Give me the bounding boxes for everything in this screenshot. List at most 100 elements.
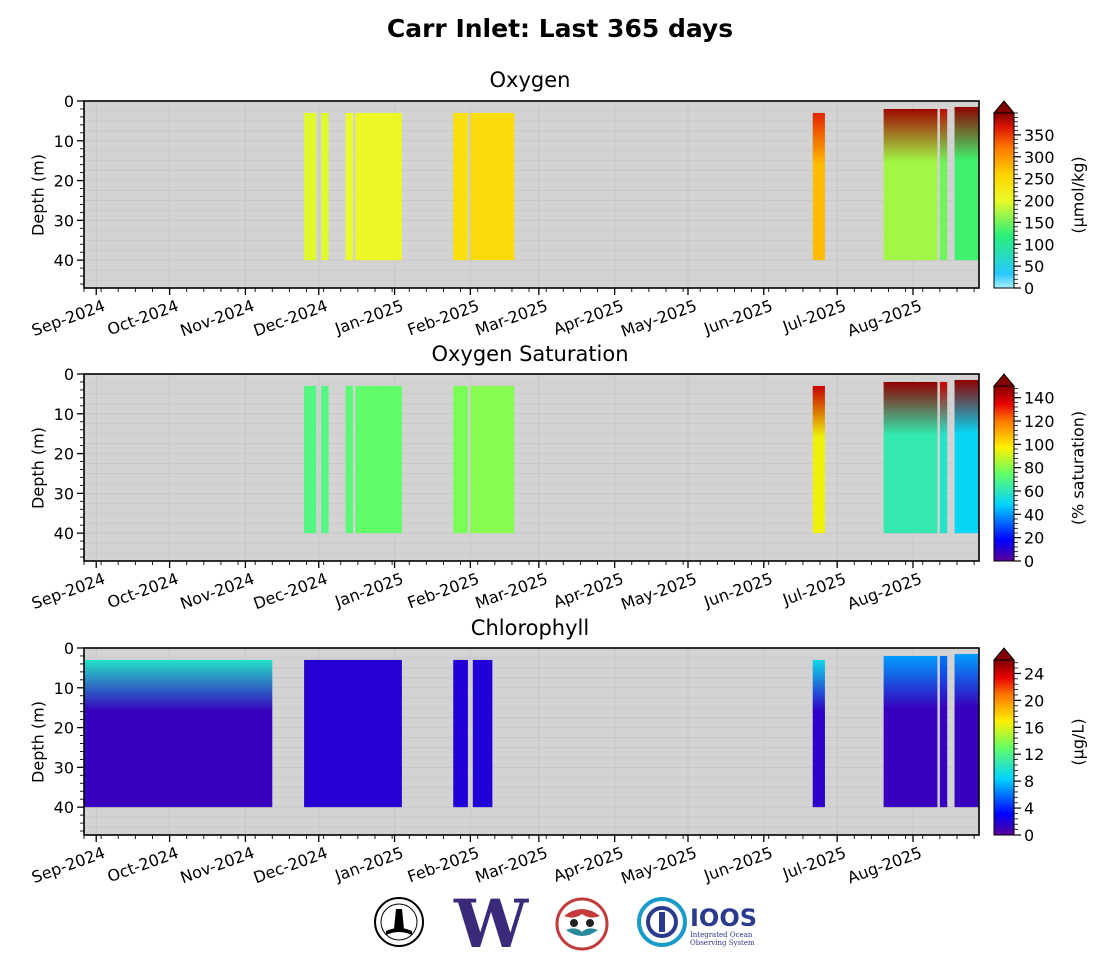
y-tick-label: 40 [54,251,74,270]
data-segment [812,385,825,534]
data-segment [470,112,515,261]
y-tick-label: 20 [54,445,74,464]
x-tick-label: Jul-2025 [779,843,848,884]
x-tick-label: Feb-2025 [405,569,482,612]
colorbar-tick-label: 80 [1024,459,1044,478]
data-segment [939,108,948,261]
x-tick-label: Aug-2025 [845,843,925,887]
ioos-ring-icon [637,897,687,947]
data-segment [345,385,353,534]
data-segment [304,385,317,534]
uw-letter: W [453,895,529,951]
colorbar-extend-max [992,373,1016,387]
x-tick-label: Mar-2025 [473,843,551,887]
x-tick-label: Apr-2025 [551,843,626,886]
data-segment [954,106,979,261]
x-tick-label: May-2025 [618,569,699,614]
x-tick-label: Nov-2024 [178,843,257,887]
x-tick-label: Nov-2024 [178,569,257,613]
colorbar-tick-label: 8 [1024,772,1034,791]
x-tick-label: Jan-2025 [332,296,406,339]
data-segment [304,659,402,808]
data-segment [355,112,402,261]
x-tick-label: Feb-2025 [405,843,482,886]
colorbar-tick-label: 250 [1024,170,1055,189]
ioos-subtitle-1: Integrated Ocean [690,931,753,939]
panel-title-chlorophyll: Chlorophyll [470,616,590,640]
x-tick-label: Apr-2025 [551,569,626,612]
colorbar-extend-max [992,647,1016,661]
plot-frame [83,373,980,562]
x-tick-label: Aug-2025 [845,296,925,340]
data-segment [453,659,468,808]
data-segment [470,385,515,534]
colorbar [993,112,1015,289]
tribal-art-icon [555,897,609,951]
colorbar-extend-max [992,100,1016,114]
colorbar-tick-label: 0 [1024,826,1034,845]
x-tick-label: Jun-2025 [701,843,776,886]
y-tick-label: 30 [54,211,74,230]
x-tick-label: Jan-2025 [332,843,406,886]
data-segment [939,381,948,534]
x-tick-label: Jul-2025 [779,296,848,337]
colorbar [993,385,1015,562]
y-tick-label: 0 [64,92,74,111]
data-segment [812,112,825,261]
y-tick-label: 40 [54,798,74,817]
data-segment [883,381,938,534]
data-segment [84,659,273,808]
plot-area-0 [84,101,979,288]
plot-frame [83,100,980,289]
data-segment [954,653,979,808]
colorbar-tick-label: 20 [1024,691,1044,710]
colorbar-tick-label: 350 [1024,126,1055,145]
x-tick-label: Oct-2024 [105,569,181,612]
x-tick-label: Mar-2025 [473,569,551,613]
figure-title: Carr Inlet: Last 365 days [386,14,734,43]
y-tick-label: 10 [54,405,74,424]
panel-title-oxygen-saturation: Oxygen Saturation [431,342,629,366]
y-tick-label: 10 [54,679,74,698]
data-segment [453,385,468,534]
data-segment [321,112,329,261]
x-tick-label: Jan-2025 [332,569,406,612]
x-tick-label: Jun-2025 [701,296,776,339]
colorbar-tick-label: 150 [1024,213,1055,232]
y-tick-label: 20 [54,172,74,191]
colorbar-tick-label: 200 [1024,192,1055,211]
colorbar-tick-label: 20 [1024,529,1044,548]
plot-area-1 [84,374,979,561]
y-tick-label: 40 [54,524,74,543]
colorbar [993,659,1015,836]
x-tick-label: Sep-2024 [29,843,108,887]
ioos-wordmark: IOOS [690,904,757,932]
data-segment [453,112,468,261]
colorbar-tick-label: 120 [1024,412,1055,431]
uw-logo: W [453,895,529,951]
colorbar-tick-label: 0 [1024,279,1034,298]
data-segment [355,385,402,534]
y-tick-label: 30 [54,758,74,777]
data-segment [472,659,493,808]
x-tick-label: Sep-2024 [29,296,108,340]
colorbar-tick-label: 140 [1024,389,1055,408]
x-tick-label: Oct-2024 [105,296,181,339]
colorbar-tick-label: 24 [1024,664,1044,683]
x-tick-label: Aug-2025 [845,569,925,613]
y-tick-label: 30 [54,484,74,503]
x-tick-label: Mar-2025 [473,296,551,340]
data-segment [883,655,938,808]
x-tick-label: May-2025 [618,296,699,341]
tribal-logo [555,897,609,951]
data-segment [939,655,948,808]
x-tick-label: Jun-2025 [701,569,776,612]
colorbar-tick-label: 50 [1024,257,1044,276]
x-tick-label: May-2025 [618,843,699,888]
x-tick-label: Dec-2024 [251,296,330,340]
x-tick-label: Apr-2025 [551,296,626,339]
data-segment [321,385,329,534]
x-tick-label: Dec-2024 [251,843,330,887]
